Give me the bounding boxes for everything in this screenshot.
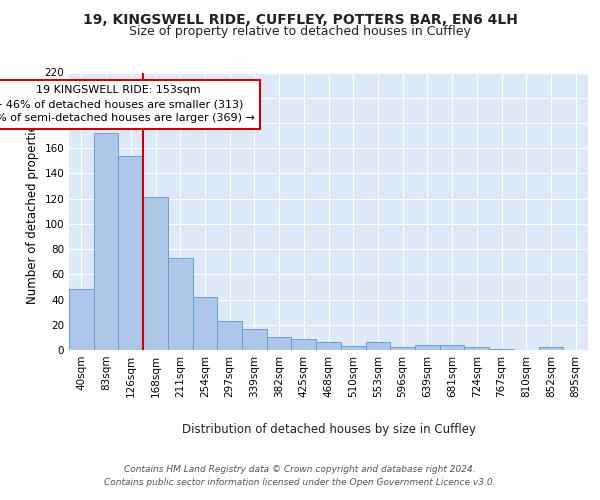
Bar <box>292 338 316 350</box>
Bar <box>440 345 464 350</box>
Bar <box>242 328 267 350</box>
Bar <box>193 297 217 350</box>
Text: Distribution of detached houses by size in Cuffley: Distribution of detached houses by size … <box>182 422 476 436</box>
Bar <box>168 258 193 350</box>
Bar <box>539 348 563 350</box>
Bar <box>464 348 489 350</box>
Y-axis label: Number of detached properties: Number of detached properties <box>26 118 39 304</box>
Text: 19 KINGSWELL RIDE: 153sqm
← 46% of detached houses are smaller (313)
54% of semi: 19 KINGSWELL RIDE: 153sqm ← 46% of detac… <box>0 85 255 123</box>
Bar <box>143 198 168 350</box>
Bar <box>415 345 440 350</box>
Bar <box>118 156 143 350</box>
Bar <box>341 346 365 350</box>
Text: Size of property relative to detached houses in Cuffley: Size of property relative to detached ho… <box>129 25 471 38</box>
Bar <box>217 321 242 350</box>
Bar <box>267 338 292 350</box>
Text: 19, KINGSWELL RIDE, CUFFLEY, POTTERS BAR, EN6 4LH: 19, KINGSWELL RIDE, CUFFLEY, POTTERS BAR… <box>83 12 517 26</box>
Bar <box>489 348 514 350</box>
Bar <box>390 348 415 350</box>
Bar <box>94 133 118 350</box>
Bar <box>69 290 94 350</box>
Bar <box>365 342 390 350</box>
Text: Contains HM Land Registry data © Crown copyright and database right 2024.
Contai: Contains HM Land Registry data © Crown c… <box>104 465 496 487</box>
Bar <box>316 342 341 350</box>
